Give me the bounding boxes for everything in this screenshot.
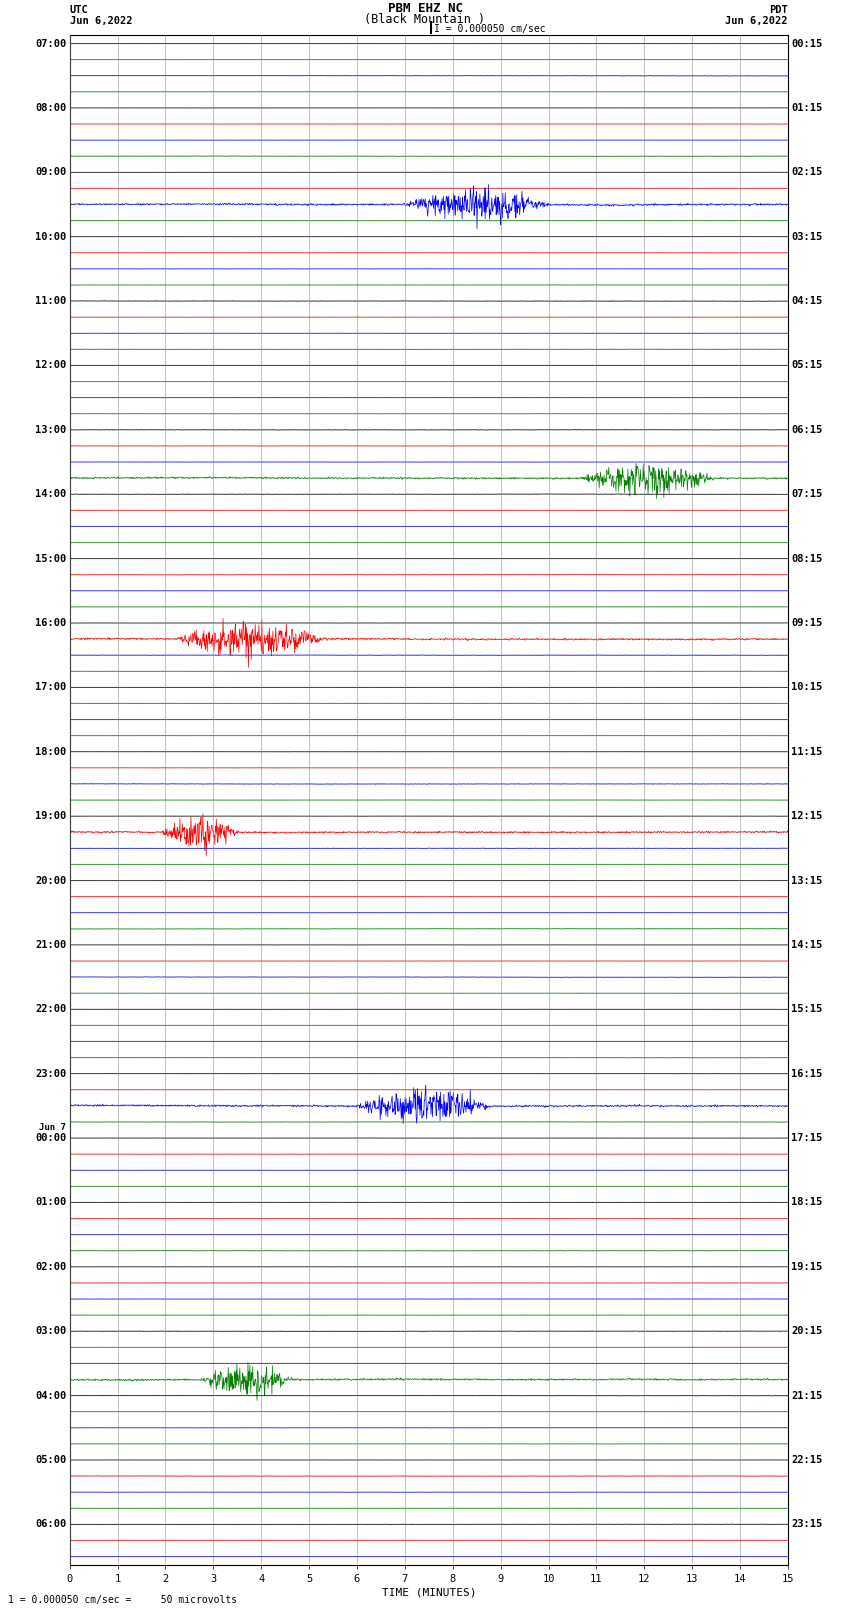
Text: 1 = 0.000050 cm/sec =     50 microvolts: 1 = 0.000050 cm/sec = 50 microvolts — [8, 1595, 238, 1605]
Text: 02:15: 02:15 — [791, 168, 823, 177]
Text: 23:15: 23:15 — [791, 1519, 823, 1529]
Text: 08:15: 08:15 — [791, 553, 823, 563]
Text: 20:15: 20:15 — [791, 1326, 823, 1336]
Text: 05:15: 05:15 — [791, 360, 823, 371]
Text: 10:00: 10:00 — [35, 232, 66, 242]
Text: 00:15: 00:15 — [791, 39, 823, 48]
Text: 06:15: 06:15 — [791, 424, 823, 436]
Text: Jun 7: Jun 7 — [39, 1123, 66, 1132]
Text: 18:15: 18:15 — [791, 1197, 823, 1208]
Text: 09:00: 09:00 — [35, 168, 66, 177]
Text: 11:00: 11:00 — [35, 297, 66, 306]
Text: 14:15: 14:15 — [791, 940, 823, 950]
Text: 06:00: 06:00 — [35, 1519, 66, 1529]
Text: 04:00: 04:00 — [35, 1390, 66, 1400]
Text: Jun 6,2022: Jun 6,2022 — [725, 16, 788, 26]
Text: PBM EHZ NC: PBM EHZ NC — [388, 2, 462, 15]
Text: UTC: UTC — [70, 5, 88, 15]
Text: Jun 6,2022: Jun 6,2022 — [70, 16, 133, 26]
Text: 12:15: 12:15 — [791, 811, 823, 821]
Text: 23:00: 23:00 — [35, 1069, 66, 1079]
Text: 21:15: 21:15 — [791, 1390, 823, 1400]
Text: 21:00: 21:00 — [35, 940, 66, 950]
Text: 20:00: 20:00 — [35, 876, 66, 886]
Text: I = 0.000050 cm/sec: I = 0.000050 cm/sec — [434, 24, 545, 34]
Text: 01:00: 01:00 — [35, 1197, 66, 1208]
Text: 12:00: 12:00 — [35, 360, 66, 371]
Text: 08:00: 08:00 — [35, 103, 66, 113]
Text: 01:15: 01:15 — [791, 103, 823, 113]
Text: 17:15: 17:15 — [791, 1132, 823, 1144]
Text: 19:00: 19:00 — [35, 811, 66, 821]
Text: 07:00: 07:00 — [35, 39, 66, 48]
Text: 11:15: 11:15 — [791, 747, 823, 756]
Text: 02:00: 02:00 — [35, 1261, 66, 1271]
Text: 04:15: 04:15 — [791, 297, 823, 306]
Text: 10:15: 10:15 — [791, 682, 823, 692]
Text: 03:15: 03:15 — [791, 232, 823, 242]
Text: 13:00: 13:00 — [35, 424, 66, 436]
Text: 05:00: 05:00 — [35, 1455, 66, 1465]
Text: 22:00: 22:00 — [35, 1005, 66, 1015]
X-axis label: TIME (MINUTES): TIME (MINUTES) — [382, 1587, 476, 1598]
Text: 14:00: 14:00 — [35, 489, 66, 498]
Text: 22:15: 22:15 — [791, 1455, 823, 1465]
Text: 17:00: 17:00 — [35, 682, 66, 692]
Text: PDT: PDT — [769, 5, 788, 15]
Text: 19:15: 19:15 — [791, 1261, 823, 1271]
Text: (Black Mountain ): (Black Mountain ) — [365, 13, 485, 26]
Text: 16:00: 16:00 — [35, 618, 66, 627]
Text: 00:00: 00:00 — [35, 1132, 66, 1144]
Text: 16:15: 16:15 — [791, 1069, 823, 1079]
Text: 15:00: 15:00 — [35, 553, 66, 563]
Text: 03:00: 03:00 — [35, 1326, 66, 1336]
Text: 15:15: 15:15 — [791, 1005, 823, 1015]
Text: 13:15: 13:15 — [791, 876, 823, 886]
Text: 18:00: 18:00 — [35, 747, 66, 756]
Text: 07:15: 07:15 — [791, 489, 823, 498]
Text: 09:15: 09:15 — [791, 618, 823, 627]
